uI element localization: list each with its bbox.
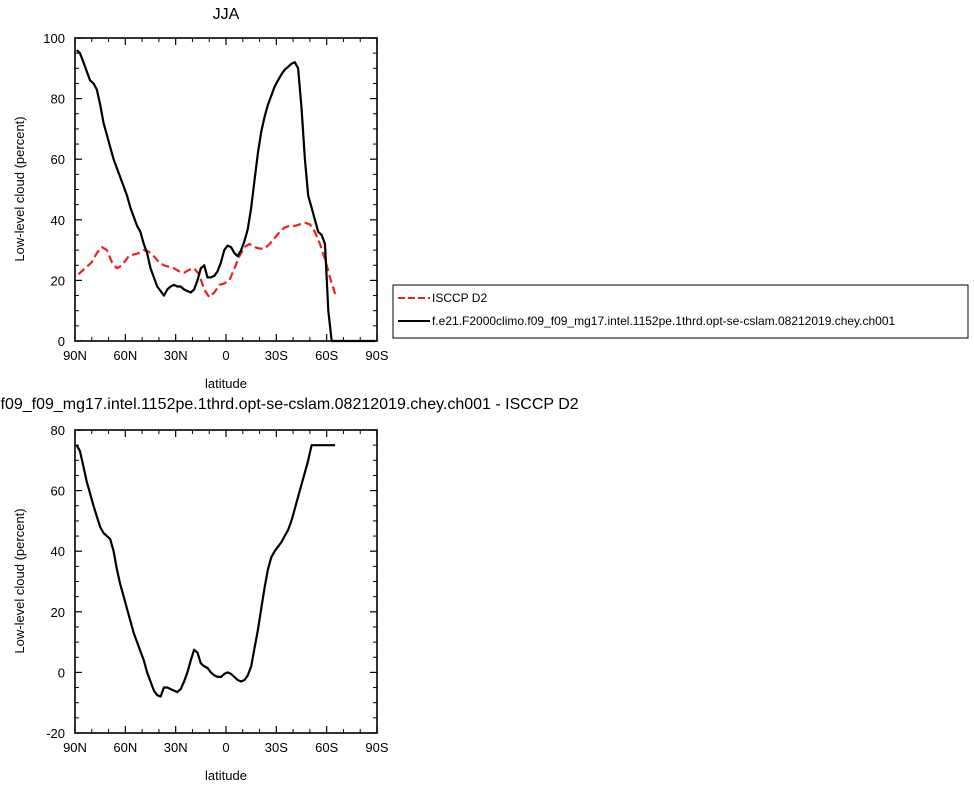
top-x-tick-label: 0 <box>222 348 229 363</box>
bottom-series-group <box>75 444 336 698</box>
top-series-line-1 <box>75 49 376 343</box>
top-panel: JJA 90N 60N 30N 0 30S 60S 90S 0 20 40 60 80 100 lati… <box>12 6 389 391</box>
top-y-tick-label: 0 <box>58 334 65 349</box>
top-y-tick-label: 80 <box>51 92 65 107</box>
bottom-y-tick-label: 0 <box>58 665 65 680</box>
top-panel-title: JJA <box>213 6 240 23</box>
top-y-tick-label: 20 <box>51 273 65 288</box>
bottom-x-tick-label: 30N <box>164 740 188 755</box>
top-series-line-0 <box>77 221 337 299</box>
top-x-tick-label: 90S <box>365 348 388 363</box>
top-y-axis-label: Low-level cloud (percent) <box>12 116 27 261</box>
bottom-series-line-0 <box>75 444 336 698</box>
legend-label-model: f.e21.F2000climo.f09_f09_mg17.intel.1152… <box>432 314 896 328</box>
top-x-tick-label: 60N <box>113 348 137 363</box>
top-x-tick-label: 30S <box>265 348 288 363</box>
top-series-group <box>75 49 376 343</box>
bottom-y-tick-label: 80 <box>51 423 65 438</box>
bottom-x-tick-label: 60N <box>113 740 137 755</box>
bottom-x-tick-label: 90N <box>63 740 87 755</box>
top-x-tick-label: 90N <box>63 348 87 363</box>
legend: ISCCP D2 f.e21.F2000climo.f09_f09_mg17.i… <box>392 284 969 339</box>
top-x-tick-label: 60S <box>315 348 338 363</box>
top-plot-frame <box>74 37 378 342</box>
bottom-panel-title: f.e21.F2000climo.f09_f09_mg17.intel.1152… <box>0 396 579 413</box>
top-tick-group: 90N 60N 30N 0 30S 60S 90S 0 20 40 60 80 100 <box>43 31 389 363</box>
bottom-y-tick-label: -20 <box>46 726 65 741</box>
bottom-x-tick-label: 30S <box>265 740 288 755</box>
bottom-y-axis-label: Low-level cloud (percent) <box>12 508 27 653</box>
bottom-panel: f.e21.F2000climo.f09_f09_mg17.intel.1152… <box>0 396 579 783</box>
top-y-tick-label: 60 <box>51 152 65 167</box>
top-y-tick-label: 100 <box>43 31 65 46</box>
legend-box <box>392 284 969 339</box>
bottom-x-tick-label: 60S <box>315 740 338 755</box>
bottom-y-tick-label: 60 <box>51 484 65 499</box>
bottom-y-tick-label: 20 <box>51 605 65 620</box>
bottom-tick-group: 90N 60N 30N 0 30S 60S 90S -20 0 20 40 60 80 <box>46 423 389 755</box>
top-x-tick-label: 30N <box>164 348 188 363</box>
bottom-x-tick-label: 0 <box>222 740 229 755</box>
top-x-axis-label: latitude <box>205 376 247 391</box>
bottom-y-tick-label: 40 <box>51 544 65 559</box>
legend-label-isccp: ISCCP D2 <box>432 291 487 305</box>
bottom-x-axis-label: latitude <box>205 768 247 783</box>
top-y-tick-label: 40 <box>51 213 65 228</box>
bottom-x-tick-label: 90S <box>365 740 388 755</box>
